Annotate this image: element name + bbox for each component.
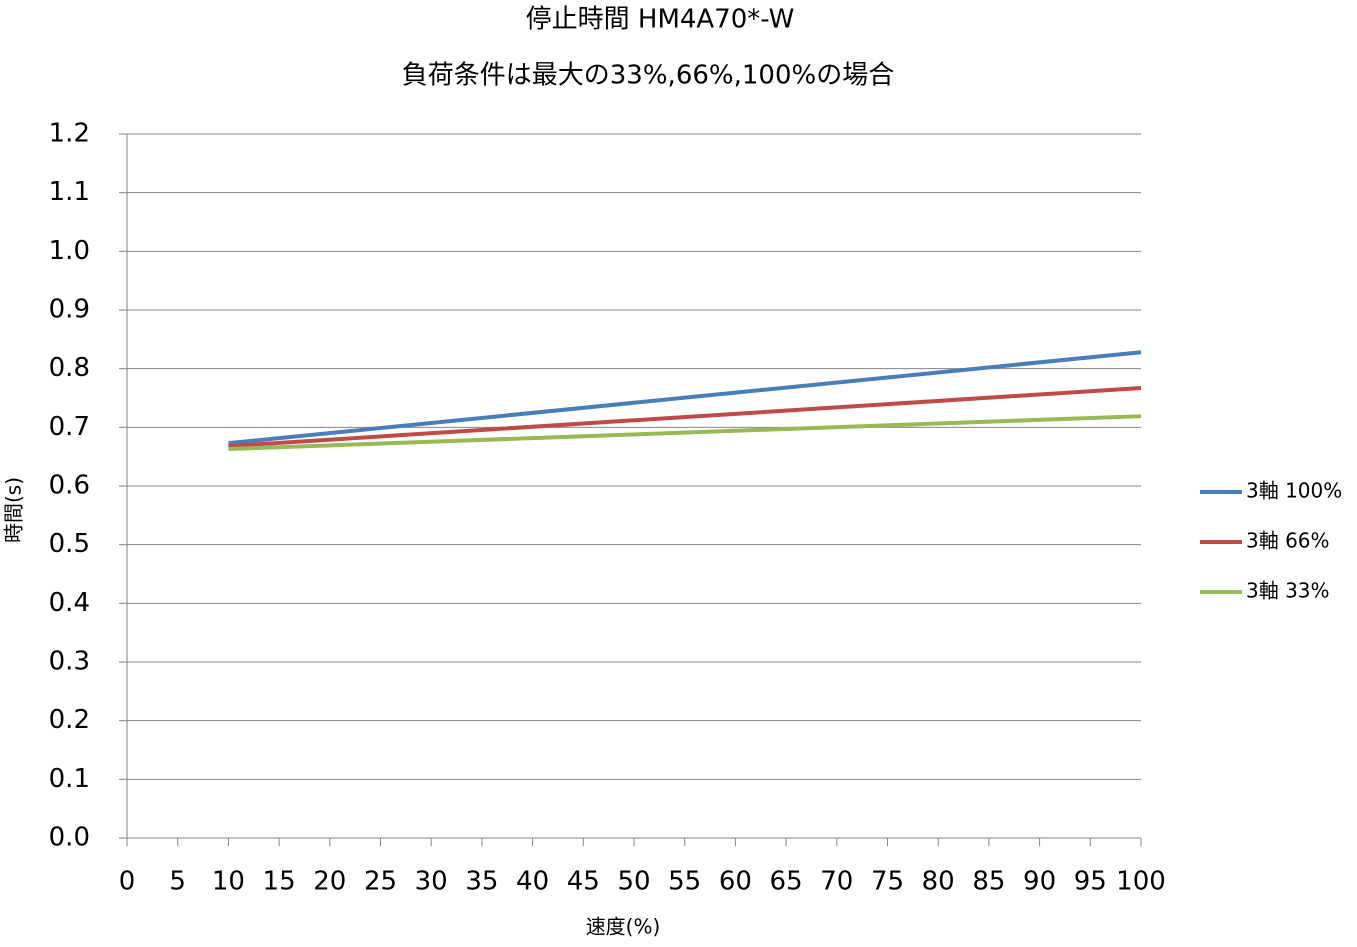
chart-title: 停止時間 HM4A70*-W xyxy=(526,5,795,35)
y-tick-label: 0.7 xyxy=(49,412,90,442)
x-tick-label: 100 xyxy=(1116,867,1166,897)
y-tick-label: 0.0 xyxy=(49,823,90,853)
x-tick-label: 50 xyxy=(617,867,650,897)
x-tick-label: 30 xyxy=(415,867,448,897)
x-tick-label: 0 xyxy=(119,867,136,897)
series-line xyxy=(228,386,1142,449)
x-tick-label: 85 xyxy=(972,867,1005,897)
x-tick-label: 45 xyxy=(567,867,600,897)
x-tick-label: 60 xyxy=(719,867,752,897)
y-tick-label: 1.2 xyxy=(49,119,90,149)
x-tick-label: 10 xyxy=(212,867,245,897)
legend-label: 3軸 33% xyxy=(1246,579,1330,603)
y-tick-label: 0.4 xyxy=(49,588,90,618)
x-tick-label: 80 xyxy=(922,867,955,897)
y-tick-label: 0.3 xyxy=(49,647,90,677)
x-tick-label: 65 xyxy=(770,867,803,897)
series-line xyxy=(228,414,1142,452)
y-tick-label: 0.5 xyxy=(49,529,90,559)
x-tick-label: 90 xyxy=(1023,867,1056,897)
x-tick-label: 15 xyxy=(263,867,296,897)
x-tick-label: 75 xyxy=(871,867,904,897)
x-tick-label: 35 xyxy=(465,867,498,897)
y-tick-label: 0.2 xyxy=(49,705,90,735)
x-tick-label: 55 xyxy=(668,867,701,897)
y-tick-label: 0.8 xyxy=(49,353,90,383)
y-tick-label: 1.1 xyxy=(49,177,90,207)
x-axis-label: 速度(%) xyxy=(586,915,661,939)
legend-label: 3軸 66% xyxy=(1246,529,1330,553)
y-tick-label: 0.9 xyxy=(49,295,90,325)
y-tick-label: 0.6 xyxy=(49,471,90,501)
x-tick-label: 5 xyxy=(169,867,186,897)
y-tick-label: 0.1 xyxy=(49,764,90,794)
x-tick-label: 95 xyxy=(1074,867,1107,897)
x-tick-label: 40 xyxy=(516,867,549,897)
y-axis-label: 時間(s) xyxy=(2,477,26,543)
legend-label: 3軸 100% xyxy=(1246,479,1342,503)
y-tick-label: 1.0 xyxy=(49,236,90,266)
x-tick-label: 20 xyxy=(313,867,346,897)
chart-subtitle: 負荷条件は最大の33%,66%,100%の場合 xyxy=(402,61,894,91)
x-tick-label: 25 xyxy=(364,867,397,897)
x-tick-label: 70 xyxy=(820,867,853,897)
series-line xyxy=(228,350,1142,446)
